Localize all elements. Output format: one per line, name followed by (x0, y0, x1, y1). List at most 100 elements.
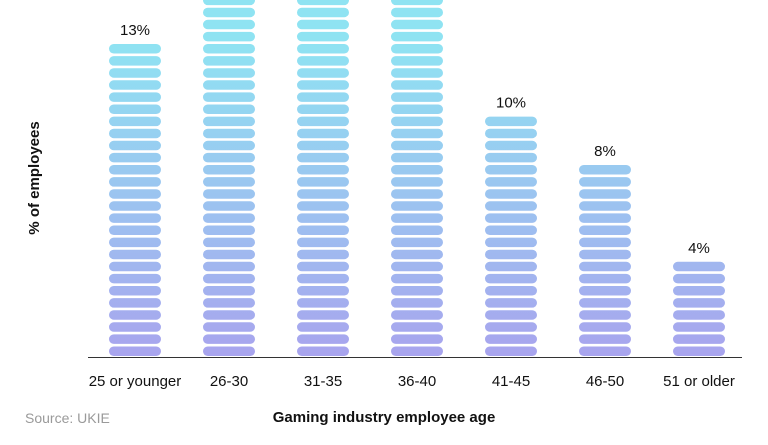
bar-segment (109, 334, 161, 344)
bar-segment (203, 286, 255, 296)
bar-segment (203, 68, 255, 78)
bar-segment (391, 286, 443, 296)
bar-segment (297, 286, 349, 296)
bar-segment (203, 225, 255, 235)
bar-segment (391, 201, 443, 211)
bar-segment (485, 261, 537, 272)
bars-layer (109, 0, 725, 356)
bar-segment (485, 213, 537, 223)
bar-segment (391, 68, 443, 78)
bar-segment (579, 298, 631, 308)
bar-51-or-older (673, 261, 725, 356)
bar-segment (109, 310, 161, 320)
bar-segment (391, 177, 443, 187)
bar-segment (203, 165, 255, 175)
bar-segment (391, 334, 443, 344)
bar-segment (485, 140, 537, 151)
bar-segment (203, 249, 255, 260)
bar-segment (297, 334, 349, 344)
bar-segment (203, 322, 255, 332)
x-tick-label: 41-45 (492, 373, 530, 390)
bar-segment (297, 165, 349, 175)
bar-segment (109, 346, 161, 356)
bar-segment (297, 7, 349, 18)
bar-segment (203, 298, 255, 308)
bar-segment (579, 189, 631, 199)
x-tick-label: 31-35 (304, 373, 342, 390)
bar-segment (579, 165, 631, 175)
bar-segment (203, 140, 255, 151)
bar-segment (203, 177, 255, 187)
bar-segment (391, 310, 443, 320)
bar-segment (297, 0, 349, 6)
bar-segment (673, 261, 725, 272)
source-note: Source: UKIE (25, 410, 110, 426)
x-tick-label: 46-50 (586, 373, 624, 390)
bar-segment (485, 152, 537, 163)
bar-segment (109, 140, 161, 151)
bar-segment (203, 237, 255, 248)
bar-segment (579, 322, 631, 332)
bar-segment (203, 44, 255, 54)
bar-segment (485, 334, 537, 344)
bar-segment (391, 261, 443, 272)
bar-segment (391, 346, 443, 356)
bar-segment (109, 152, 161, 163)
bar-segment (297, 261, 349, 272)
value-label: 13% (120, 22, 150, 39)
bar-segment (579, 286, 631, 296)
bar-segment (579, 310, 631, 320)
x-tick-label: 51 or older (663, 373, 735, 390)
labels-layer: 13%25 or younger26%26-3022%31-3516%36-40… (89, 22, 735, 390)
bar-25-or-younger (109, 44, 161, 356)
bar-segment (203, 201, 255, 211)
bar-segment (391, 237, 443, 248)
y-axis-title: % of employees (26, 121, 43, 234)
value-label: 4% (688, 240, 710, 257)
bar-segment (203, 104, 255, 114)
bar-segment (579, 273, 631, 284)
bar-segment (391, 19, 443, 30)
bar-segment (673, 322, 725, 332)
bar-segment (297, 44, 349, 54)
bar-segment (203, 273, 255, 284)
bar-segment (391, 0, 443, 6)
bar-segment (297, 31, 349, 42)
bar-segment (109, 177, 161, 187)
bar-segment (391, 213, 443, 223)
bar-segment (203, 189, 255, 199)
bar-segment (391, 56, 443, 66)
bar-segment (109, 104, 161, 114)
bar-segment (109, 68, 161, 78)
bar-segment (485, 310, 537, 320)
bar-segment (297, 92, 349, 102)
bar-segment (109, 261, 161, 272)
bar-segment (297, 68, 349, 78)
bar-segment (485, 298, 537, 308)
bar-segment (391, 80, 443, 90)
x-tick-label: 36-40 (398, 373, 436, 390)
bar-segment (579, 177, 631, 187)
bar-segment (391, 128, 443, 139)
bar-segment (109, 80, 161, 90)
bar-segment (203, 128, 255, 139)
bar-segment (203, 31, 255, 42)
bar-segment (485, 177, 537, 187)
bar-segment (391, 104, 443, 114)
bar-segment (109, 92, 161, 102)
bar-segment (673, 334, 725, 344)
bar-segment (579, 249, 631, 260)
bar-segment (109, 237, 161, 248)
bar-segment (579, 261, 631, 272)
bar-segment (109, 249, 161, 260)
bar-segment (297, 213, 349, 223)
bar-segment (391, 249, 443, 260)
x-axis-title: Gaming industry employee age (273, 409, 496, 426)
bar-segment (203, 334, 255, 344)
bar-segment (673, 310, 725, 320)
bar-segment (297, 152, 349, 163)
bar-segment (297, 19, 349, 30)
bar-segment (109, 298, 161, 308)
bar-segment (109, 44, 161, 54)
